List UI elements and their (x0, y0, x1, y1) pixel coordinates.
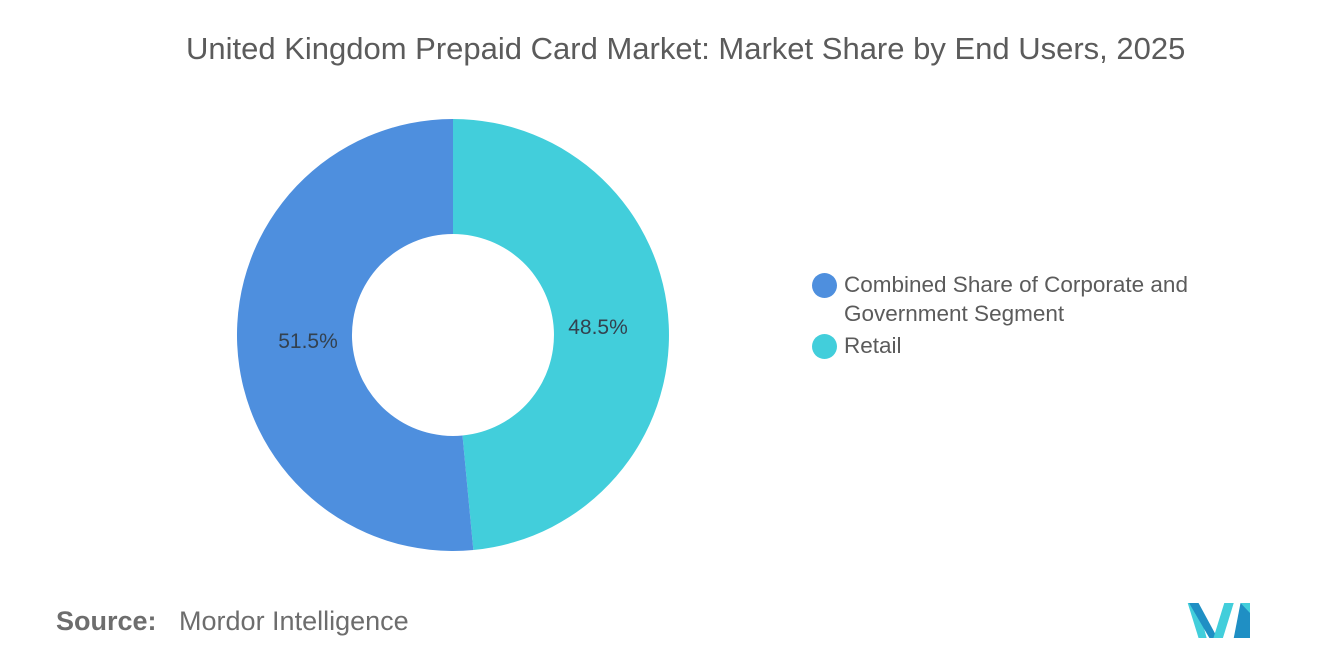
svg-text:51.5%: 51.5% (278, 330, 338, 353)
svg-text:48.5%: 48.5% (568, 316, 628, 339)
